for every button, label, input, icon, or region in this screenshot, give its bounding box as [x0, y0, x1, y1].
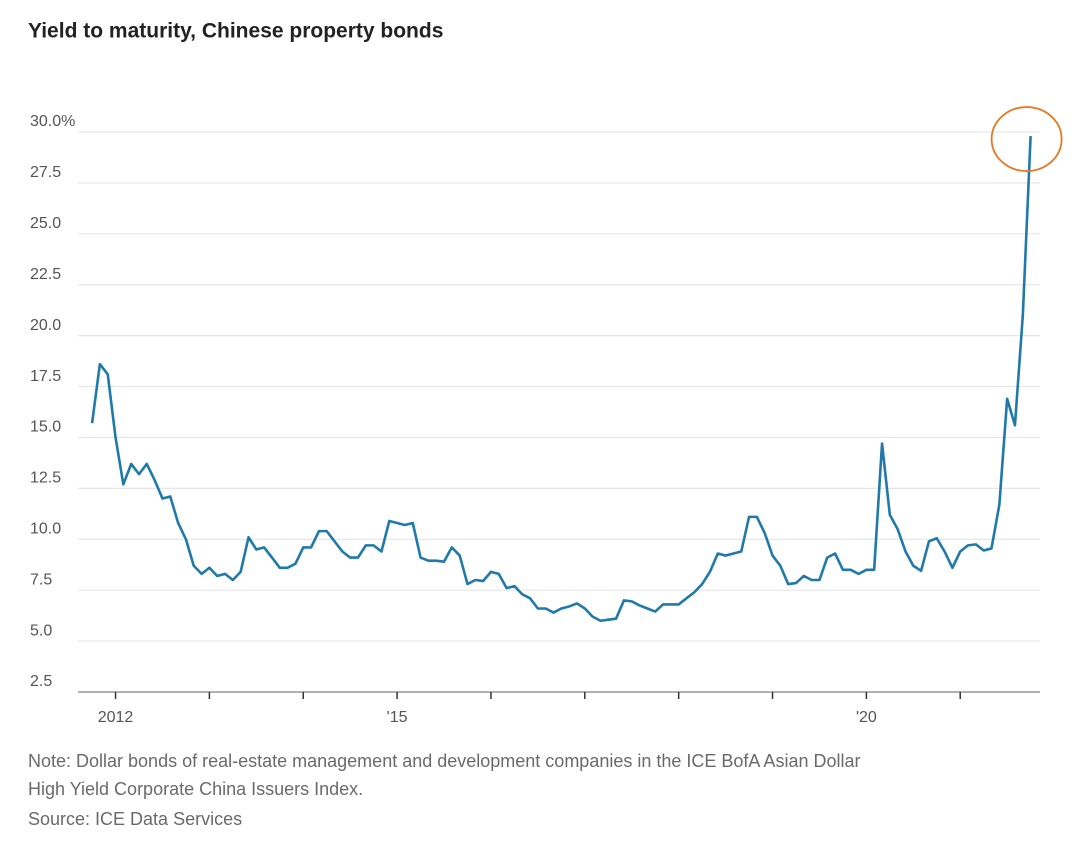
note: Note: Dollar bonds of real-estate manage… — [28, 751, 860, 799]
x-tick-label: 2012 — [98, 709, 134, 726]
x-tick-label: '15 — [387, 709, 408, 726]
y-tick-label: 27.5 — [30, 164, 61, 181]
y-tick-label: 5.0 — [30, 622, 52, 639]
highlight-circle — [990, 106, 1063, 172]
note-line: Note: Dollar bonds of real-estate manage… — [28, 751, 860, 771]
y-tick-label: 20.0 — [30, 317, 61, 334]
y-tick-label: 25.0 — [30, 215, 61, 232]
y-tick-label: 17.5 — [30, 368, 61, 385]
y-tick-label: 22.5 — [30, 266, 61, 283]
y-tick-label: 10.0 — [30, 520, 61, 537]
x-tick-label: '20 — [856, 709, 877, 726]
y-tick-label: 7.5 — [30, 571, 52, 588]
y-tick-label: 15.0 — [30, 419, 61, 436]
note-line: High Yield Corporate China Issuers Index… — [28, 779, 363, 799]
y-tick-label: 12.5 — [30, 470, 61, 487]
y-tick-label: 30.0% — [30, 113, 75, 130]
y-tick-label: 2.5 — [30, 673, 52, 690]
chart-title: Yield to maturity, Chinese property bond… — [28, 20, 443, 43]
source: Source: ICE Data Services — [28, 809, 242, 829]
line — [90, 136, 1032, 623]
